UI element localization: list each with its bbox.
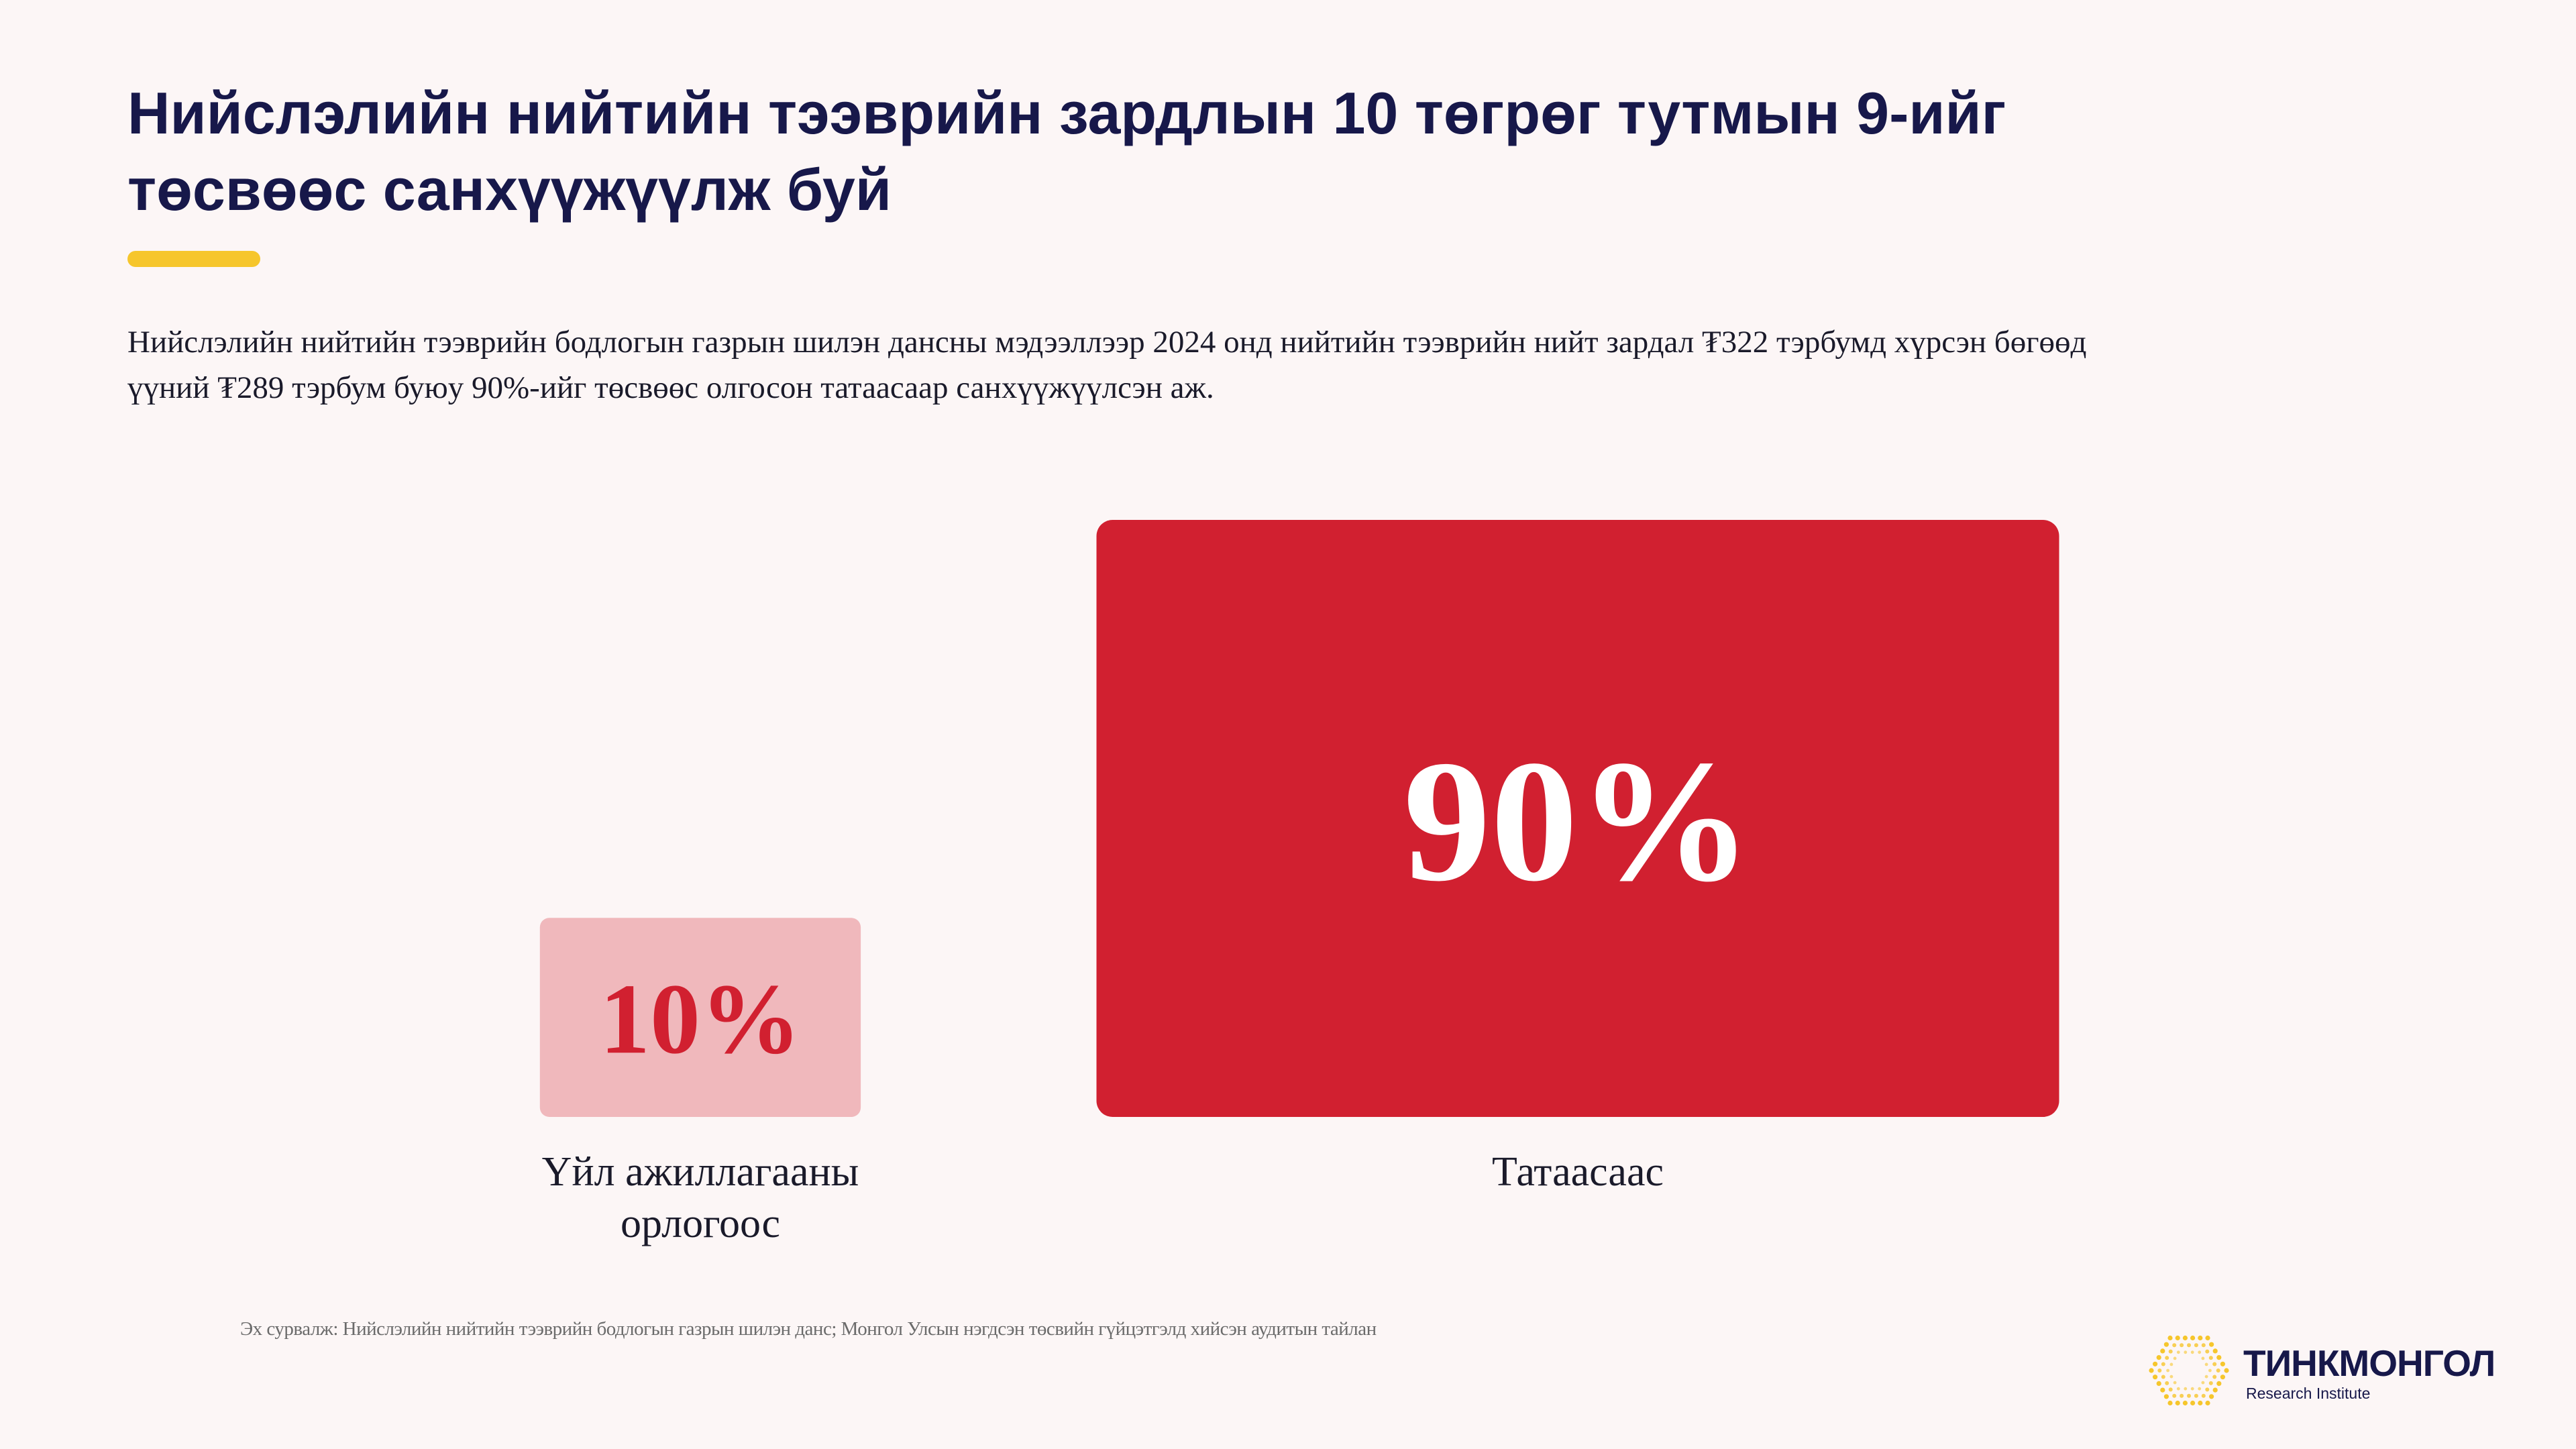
logo: ТИНКМОНГОЛ Research Institute [2147, 1327, 2522, 1414]
chart-value-label: 90% [1403, 724, 1752, 918]
page-title: Нийслэлийн нийтийн тээврийн зардлын 10 т… [127, 75, 2341, 228]
chart-value-label: 10% [600, 963, 801, 1075]
page-subtitle-line: Нийслэлийн нийтийн тээврийн бодлогын газ… [127, 325, 2087, 360]
hexagon-dots-icon [2149, 1335, 2229, 1406]
chart-box-1 [539, 918, 861, 1117]
logo-name: ТИНКМОНГОЛ [2243, 1342, 2496, 1384]
page-subtitle: Нийслэлийн нийтийн тээврийн бодлогын газ… [127, 319, 2408, 411]
title-accent-bar [127, 251, 260, 267]
source-note: Эх сурвалж: Нийслэлийн нийтийн тээврийн … [240, 1318, 1377, 1340]
chart-category-label: Татаасаас [1492, 1149, 1664, 1195]
logo-subtitle: Research Institute [2246, 1385, 2371, 1402]
chart-category-label: Үйл ажиллагааны [542, 1149, 859, 1195]
page-title-line: төсвөөс санхүүжүүлж буй [127, 156, 892, 223]
page-subtitle-line: үүний ₮289 тэрбум буюу 90%-ийг төсвөөс о… [127, 370, 1214, 405]
chart-category-label: орлогоос [621, 1201, 780, 1246]
page-title-line: Нийслэлийн нийтийн тээврийн зардлын 10 т… [127, 80, 2006, 146]
chart-box-2 [1096, 520, 2059, 1117]
